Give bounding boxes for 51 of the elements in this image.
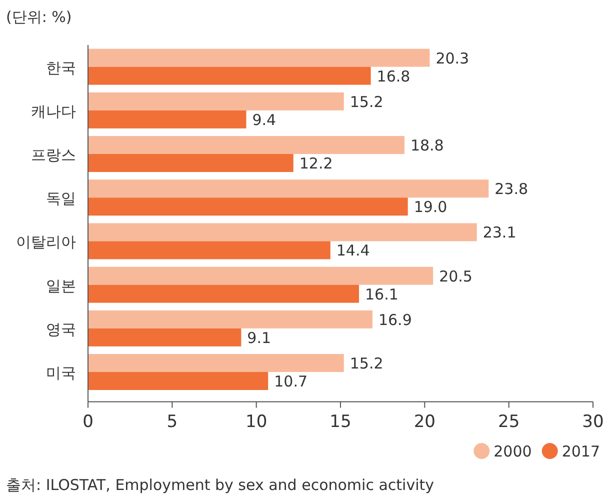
- data-label: 16.9: [378, 310, 412, 329]
- x-tick-label: 15: [330, 412, 352, 432]
- data-label: 9.4: [252, 110, 276, 129]
- bar: [88, 328, 242, 346]
- bar: [88, 284, 360, 303]
- bar: [88, 241, 330, 260]
- source-note: 출처: ILOSTAT, Employment by sex and economic activity: [6, 476, 434, 494]
- bar: [88, 372, 268, 390]
- x-tick-label: 30: [582, 412, 604, 432]
- data-label: 19.0: [414, 198, 448, 216]
- legend-label: 2017: [562, 442, 600, 460]
- data-label: 23.1: [482, 224, 516, 242]
- bar: [88, 66, 371, 85]
- bar: [88, 92, 344, 110]
- data-label: 9.1: [247, 328, 272, 347]
- data-label: 20.5: [439, 267, 472, 286]
- data-label: 16.1: [365, 285, 398, 304]
- data-label: 15.2: [350, 92, 384, 111]
- data-label: 15.2: [350, 354, 384, 372]
- x-tick-label: 0: [82, 412, 94, 432]
- data-label: 14.4: [336, 242, 370, 260]
- bar: [88, 180, 489, 198]
- y-tick-label: 미국: [46, 364, 76, 382]
- y-tick-label: 일본: [46, 276, 76, 295]
- data-label: 18.8: [410, 136, 444, 154]
- data-label: 16.8: [376, 67, 410, 86]
- text: (단위: %): [6, 8, 72, 26]
- bar: [88, 354, 344, 372]
- y-tick-label: 프랑스: [31, 146, 76, 164]
- y-tick-label: 영국: [46, 320, 76, 338]
- x-tick-label: 20: [414, 412, 436, 432]
- bar: [88, 310, 372, 328]
- bar: [88, 198, 408, 216]
- bar: [88, 110, 246, 128]
- y-tick-label: 이탈리아: [16, 233, 76, 252]
- y-tick-label: 캐나다: [31, 102, 76, 120]
- data-label: 20.3: [436, 49, 470, 68]
- bar: [88, 48, 430, 67]
- y-tick-label: 한국: [46, 58, 76, 77]
- bar: [88, 266, 434, 285]
- data-label: 12.2: [299, 154, 333, 172]
- data-label: 10.7: [274, 372, 308, 390]
- x-tick-label: 10: [246, 412, 268, 432]
- data-label: 23.8: [494, 180, 528, 198]
- bar: [88, 136, 404, 154]
- bar: [88, 154, 294, 172]
- legend-label: 2000: [494, 442, 532, 460]
- y-tick-label: 독일: [46, 190, 76, 208]
- bar: [88, 223, 477, 242]
- x-tick-label: 5: [166, 412, 178, 432]
- x-tick-label: 25: [498, 412, 520, 432]
